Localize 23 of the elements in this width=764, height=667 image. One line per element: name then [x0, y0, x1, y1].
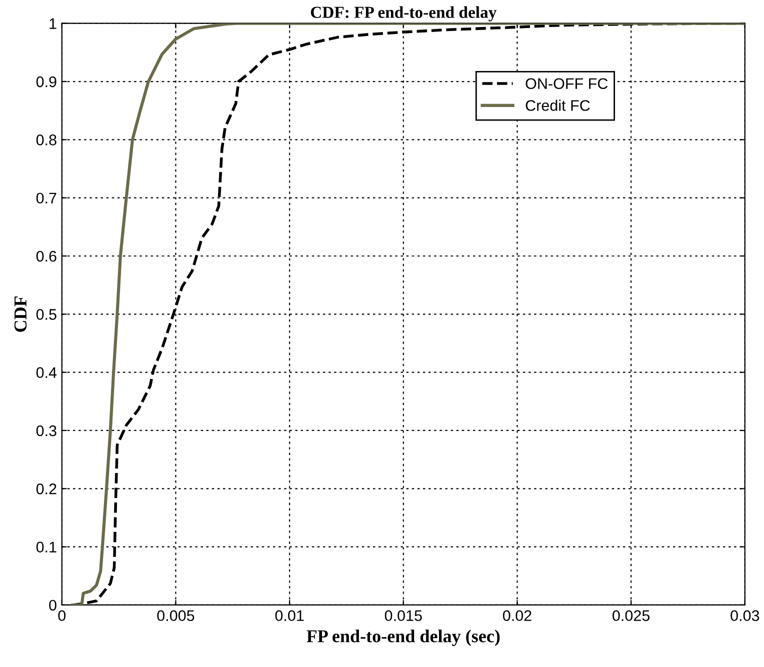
- y-tick-label: 0.4: [36, 367, 57, 378]
- x-tick-label: 0.015: [384, 610, 422, 622]
- y-tick-label: 0.3: [36, 425, 56, 436]
- y-tick-label: 0.2: [36, 484, 56, 494]
- legend-label: ON-OFF FC: [526, 78, 608, 90]
- x-tick-label: 0.025: [612, 610, 650, 622]
- chart-title: CDF: FP end-to-end delay: [310, 6, 497, 22]
- x-tick-label: 0.03: [730, 610, 760, 622]
- legend-label: Credit FC: [526, 100, 590, 111]
- y-tick-label: 0.8: [36, 134, 56, 146]
- y-tick-label: 0.7: [36, 192, 56, 204]
- x-tick-label: 0: [58, 610, 66, 622]
- x-tick-label: 0.005: [157, 610, 194, 622]
- y-axis-title: CDF: [14, 296, 27, 332]
- y-tick-label: 0.6: [36, 250, 56, 262]
- x-axis-title: FP end-to-end delay (sec): [306, 630, 500, 646]
- y-tick-label: 1: [50, 18, 56, 29]
- y-tick-label: 0.1: [36, 542, 56, 552]
- y-tick-label: 0: [49, 600, 56, 611]
- y-tick-label: 0.5: [36, 309, 56, 320]
- x-tick-label: 0.02: [502, 610, 532, 622]
- y-tick-label: 0.9: [36, 76, 56, 88]
- x-tick-label: 0.01: [275, 610, 304, 622]
